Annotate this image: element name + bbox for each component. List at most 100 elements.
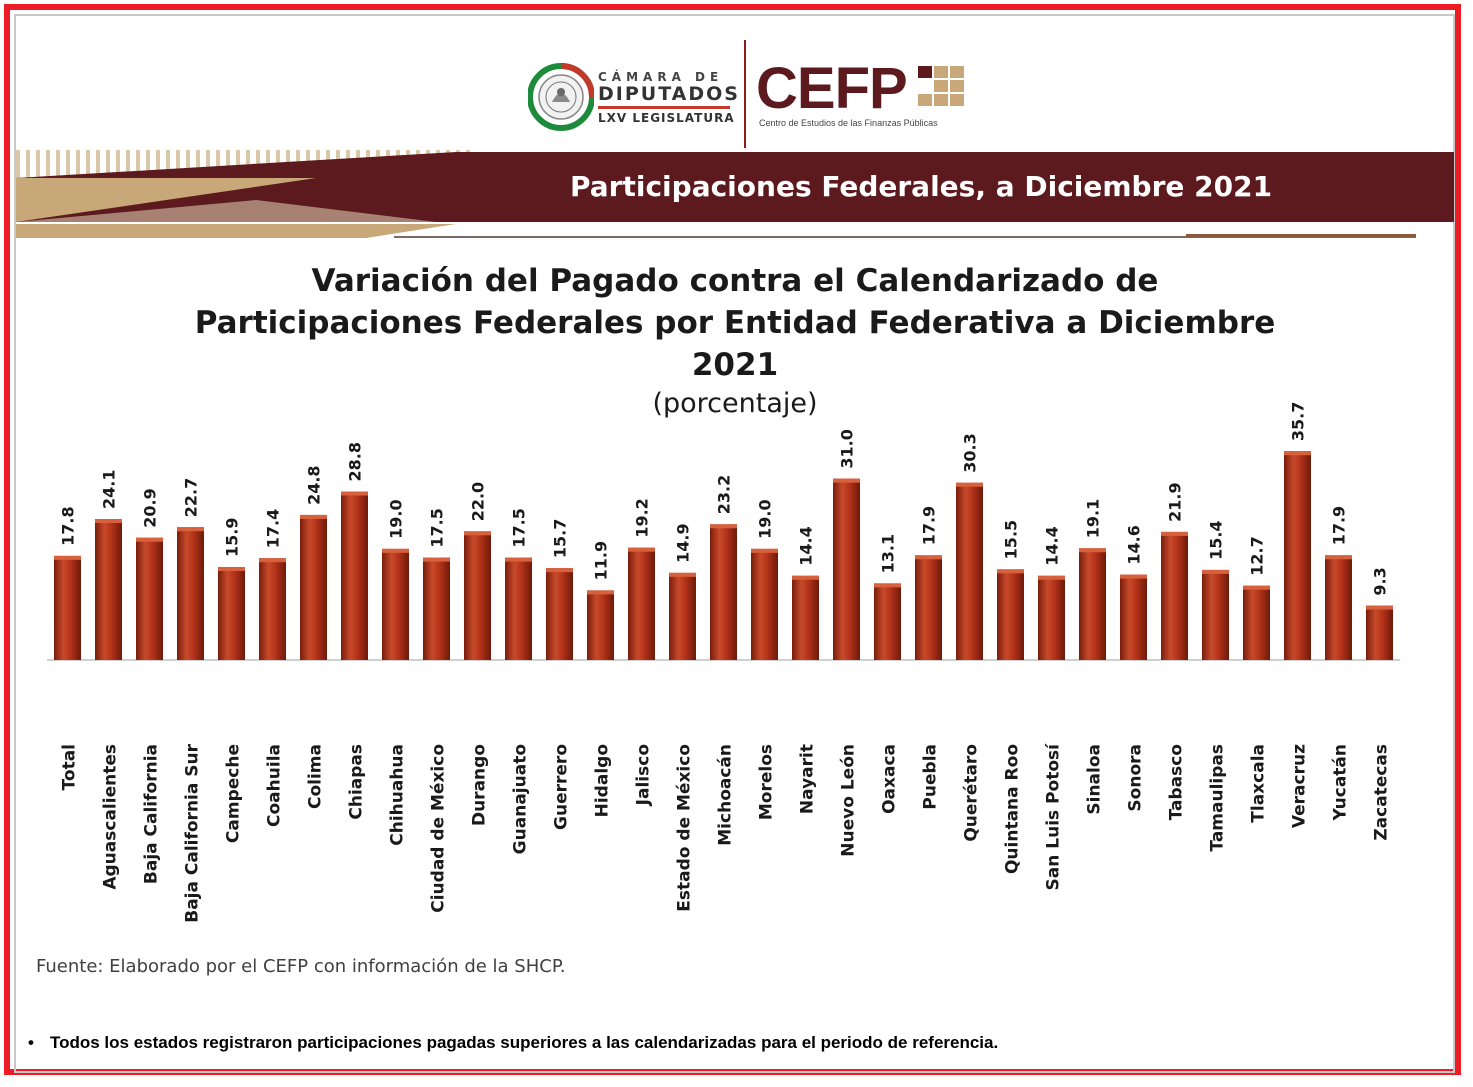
- logo-divider: [744, 40, 746, 148]
- category-label-30: Veracruz: [1290, 744, 1310, 828]
- bar-cap-4: [218, 566, 245, 571]
- value-label-12: 15.7: [551, 519, 570, 558]
- value-label-19: 31.0: [838, 429, 857, 468]
- category-label-0: Total: [60, 744, 80, 790]
- bar-31: [1325, 555, 1352, 660]
- bar-9: [423, 557, 450, 660]
- value-label-21: 17.9: [920, 506, 939, 545]
- bar-23: [997, 569, 1024, 660]
- category-label-10: Durango: [470, 744, 490, 826]
- bar-cap-11: [505, 557, 532, 562]
- bar-cap-1: [95, 519, 122, 524]
- value-label-13: 11.9: [592, 541, 611, 580]
- category-label-7: Chiapas: [347, 744, 367, 820]
- category-label-4: Campeche: [224, 744, 244, 843]
- bar-cap-22: [956, 482, 983, 487]
- bar-25: [1079, 548, 1106, 660]
- banner-title: Participaciones Federales, a Diciembre 2…: [570, 170, 1273, 203]
- value-label-8: 19.0: [387, 499, 406, 538]
- bar-0: [54, 555, 81, 660]
- category-label-28: Tamaulipas: [1208, 744, 1228, 852]
- value-label-23: 15.5: [1002, 520, 1021, 559]
- bar-cap-9: [423, 557, 450, 562]
- category-label-14: Jalisco: [634, 744, 654, 806]
- bar-17: [751, 548, 778, 660]
- value-label-30: 35.7: [1289, 402, 1308, 441]
- bar-cap-30: [1284, 451, 1311, 456]
- bar-19: [833, 478, 860, 660]
- bar-cap-19: [833, 478, 860, 483]
- bar-cap-2: [136, 537, 163, 542]
- bar-cap-28: [1202, 569, 1229, 574]
- bar-1: [95, 519, 122, 660]
- bar-15: [669, 572, 696, 660]
- bar-cap-10: [464, 531, 491, 536]
- value-label-10: 22.0: [469, 482, 488, 521]
- bar-12: [546, 568, 573, 660]
- value-label-11: 17.5: [510, 508, 529, 547]
- title-banner: [16, 150, 1454, 238]
- value-label-29: 12.7: [1248, 536, 1267, 575]
- category-label-16: Michoacán: [716, 744, 736, 846]
- bar-cap-18: [792, 575, 819, 580]
- bar-cap-5: [259, 558, 286, 563]
- category-label-32: Zacatecas: [1372, 744, 1392, 841]
- camara-main-text: DIPUTADOS: [598, 83, 740, 105]
- camara-sub-text: LXV LEGISLATURA: [598, 111, 735, 125]
- value-label-25: 19.1: [1084, 499, 1103, 538]
- camara-divider: [598, 106, 730, 109]
- bar-6: [300, 514, 327, 660]
- cefp-logo-subtitle: Centro de Estudios de las Finanzas Públi…: [759, 118, 938, 128]
- chart-title: Variación del Pagado contra el Calendari…: [194, 263, 1276, 383]
- bar-cap-32: [1366, 605, 1393, 610]
- category-label-2: Baja California: [142, 744, 162, 884]
- bar-26: [1120, 574, 1147, 660]
- cefp-logo-word: CEFP: [756, 56, 908, 121]
- category-label-27: Tabasco: [1167, 744, 1187, 820]
- value-label-26: 14.6: [1125, 525, 1144, 564]
- bar-cap-13: [587, 590, 614, 595]
- bar-4: [218, 566, 245, 660]
- bar-cap-20: [874, 583, 901, 588]
- value-label-5: 17.4: [264, 509, 283, 548]
- value-label-0: 17.8: [59, 506, 78, 545]
- category-label-31: Yucatán: [1331, 744, 1351, 821]
- bar-cap-8: [382, 548, 409, 553]
- bar-cap-27: [1161, 531, 1188, 536]
- bar-cap-15: [669, 572, 696, 577]
- value-label-6: 24.8: [305, 465, 324, 504]
- bar-cap-23: [997, 569, 1024, 574]
- footnote-text: Todos los estados registraron participac…: [49, 1033, 999, 1052]
- bar-cap-21: [915, 555, 942, 560]
- bar-8: [382, 548, 409, 660]
- bar-20: [874, 583, 901, 660]
- bar-cap-14: [628, 547, 655, 552]
- bar-10: [464, 531, 491, 660]
- value-label-17: 19.0: [756, 499, 775, 538]
- bar-18: [792, 575, 819, 660]
- category-label-5: Coahuila: [265, 744, 285, 827]
- category-label-18: Nayarit: [798, 744, 818, 814]
- category-label-1: Aguascalientes: [101, 744, 121, 890]
- bar-14: [628, 547, 655, 660]
- category-label-15: Estado de México: [675, 744, 695, 912]
- bar-cap-26: [1120, 574, 1147, 579]
- category-label-24: San Luis Potosí: [1044, 743, 1064, 891]
- bar-30: [1284, 451, 1311, 660]
- bar-cap-7: [341, 491, 368, 496]
- value-label-22: 30.3: [961, 433, 980, 472]
- bar-24: [1038, 575, 1065, 660]
- bar-29: [1243, 585, 1270, 660]
- bar-2: [136, 537, 163, 660]
- bar-13: [587, 590, 614, 660]
- bar-16: [710, 524, 737, 660]
- camara-top-text: CÁMARA DE: [598, 70, 724, 84]
- value-label-4: 15.9: [223, 518, 242, 557]
- value-label-1: 24.1: [100, 470, 119, 509]
- camara-logo-text: CÁMARA DE DIPUTADOS LXV LEGISLATURA: [598, 70, 740, 125]
- value-label-7: 28.8: [346, 442, 365, 481]
- category-label-19: Nuevo León: [839, 744, 859, 857]
- bar-cap-3: [177, 527, 204, 532]
- category-label-20: Oaxaca: [880, 744, 900, 814]
